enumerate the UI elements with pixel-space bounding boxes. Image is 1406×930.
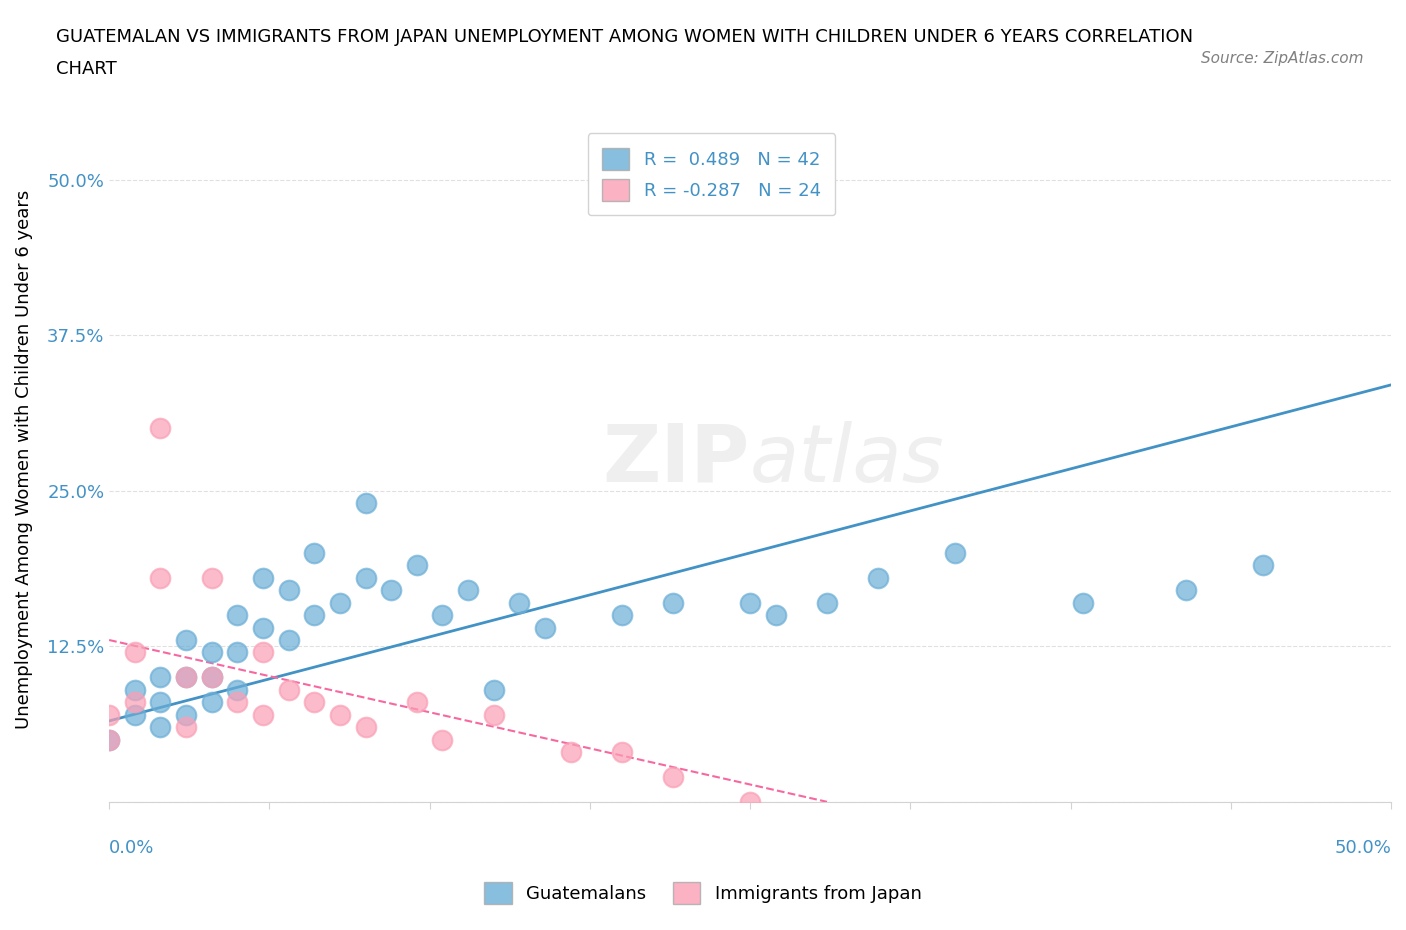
Point — [124, 683, 146, 698]
Point — [201, 695, 224, 710]
Point — [149, 670, 172, 684]
Point — [226, 645, 249, 660]
Point — [302, 546, 325, 561]
Text: CHART: CHART — [56, 60, 117, 78]
Point — [201, 670, 224, 684]
Point — [662, 769, 685, 784]
Point — [252, 645, 274, 660]
Point — [174, 670, 197, 684]
Point — [662, 595, 685, 610]
Point — [252, 620, 274, 635]
Legend: Guatemalans, Immigrants from Japan: Guatemalans, Immigrants from Japan — [477, 875, 929, 911]
Point — [354, 720, 377, 735]
Point — [277, 632, 299, 647]
Point — [354, 496, 377, 511]
Point — [124, 695, 146, 710]
Point — [226, 683, 249, 698]
Point — [560, 745, 582, 760]
Point — [226, 607, 249, 622]
Point — [380, 583, 402, 598]
Point — [277, 583, 299, 598]
Point — [738, 794, 761, 809]
Point — [405, 695, 427, 710]
Point — [174, 707, 197, 722]
Point — [98, 732, 121, 747]
Text: Source: ZipAtlas.com: Source: ZipAtlas.com — [1201, 51, 1364, 66]
Point — [302, 607, 325, 622]
Point — [149, 695, 172, 710]
Point — [149, 421, 172, 436]
Point — [98, 732, 121, 747]
Point — [1251, 558, 1274, 573]
Point — [1174, 583, 1197, 598]
Point — [149, 720, 172, 735]
Point — [329, 707, 352, 722]
Point — [201, 645, 224, 660]
Point — [868, 570, 890, 585]
Point — [252, 707, 274, 722]
Point — [277, 683, 299, 698]
Point — [174, 670, 197, 684]
Point — [432, 732, 454, 747]
Point — [815, 595, 838, 610]
Point — [329, 595, 352, 610]
Point — [738, 595, 761, 610]
Legend: R =  0.489   N = 42, R = -0.287   N = 24: R = 0.489 N = 42, R = -0.287 N = 24 — [588, 133, 835, 215]
Point — [1073, 595, 1095, 610]
Point — [482, 707, 505, 722]
Point — [201, 570, 224, 585]
Point — [302, 695, 325, 710]
Y-axis label: Unemployment Among Women with Children Under 6 years: Unemployment Among Women with Children U… — [15, 190, 32, 729]
Point — [405, 558, 427, 573]
Text: GUATEMALAN VS IMMIGRANTS FROM JAPAN UNEMPLOYMENT AMONG WOMEN WITH CHILDREN UNDER: GUATEMALAN VS IMMIGRANTS FROM JAPAN UNEM… — [56, 28, 1194, 46]
Text: atlas: atlas — [749, 420, 945, 498]
Point — [610, 745, 633, 760]
Point — [610, 607, 633, 622]
Point — [482, 683, 505, 698]
Point — [98, 707, 121, 722]
Point — [201, 670, 224, 684]
Point — [432, 607, 454, 622]
Point — [354, 570, 377, 585]
Point — [252, 570, 274, 585]
Text: 50.0%: 50.0% — [1334, 840, 1391, 857]
Text: 0.0%: 0.0% — [110, 840, 155, 857]
Point — [149, 570, 172, 585]
Text: ZIP: ZIP — [603, 420, 749, 498]
Point — [943, 546, 966, 561]
Point — [765, 607, 787, 622]
Point — [124, 707, 146, 722]
Point — [534, 620, 557, 635]
Point — [174, 632, 197, 647]
Point — [174, 720, 197, 735]
Point — [124, 645, 146, 660]
Point — [457, 583, 479, 598]
Point — [508, 595, 530, 610]
Point — [226, 695, 249, 710]
